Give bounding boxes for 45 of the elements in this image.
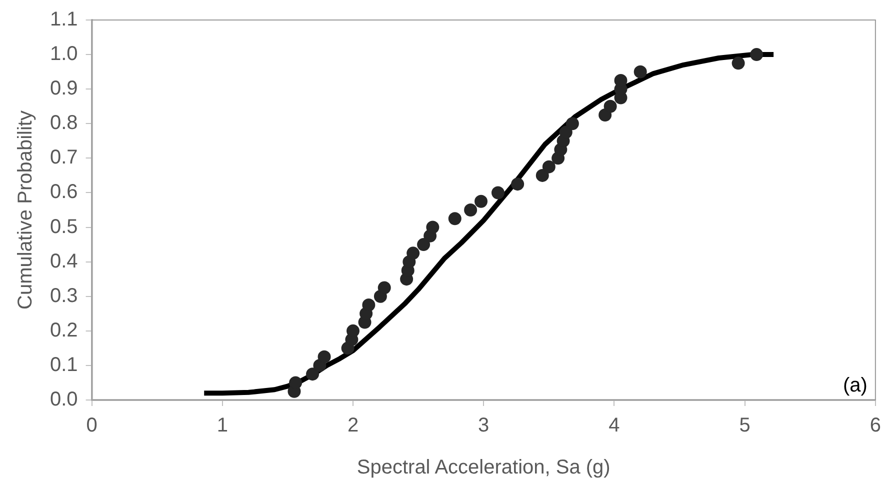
point xyxy=(511,178,524,191)
y-tick-label: 0.0 xyxy=(50,388,78,411)
point xyxy=(289,376,302,390)
point xyxy=(604,100,617,113)
y-tick-label: 0.9 xyxy=(50,78,78,100)
point xyxy=(426,220,440,234)
point xyxy=(346,324,360,338)
point xyxy=(614,74,628,87)
point xyxy=(362,298,376,312)
y-tick-label: 0.1 xyxy=(50,354,78,376)
y-tick-label: 0.8 xyxy=(50,112,78,134)
x-tick-label: 3 xyxy=(478,414,490,437)
x-tick-label: 2 xyxy=(347,414,359,437)
point xyxy=(732,56,745,70)
point xyxy=(406,246,420,260)
y-tick-label: 0.5 xyxy=(50,216,78,238)
y-tick-label: 0.3 xyxy=(50,284,78,307)
x-tick-label: 6 xyxy=(870,414,881,437)
point xyxy=(448,212,462,226)
y-tick-label: 0.2 xyxy=(50,319,78,342)
y-tick-label: 0.4 xyxy=(50,250,78,272)
y-axis-title: Cumulative Probability xyxy=(14,110,37,310)
point xyxy=(491,186,504,200)
point xyxy=(417,238,430,252)
point xyxy=(566,117,579,130)
point xyxy=(536,168,549,182)
x-tick-label: 0 xyxy=(86,414,98,437)
y-tick-label: 1.0 xyxy=(50,43,78,66)
y-tick-label: 0.7 xyxy=(50,146,78,169)
y-tick-label: 0.6 xyxy=(50,181,78,204)
annotation: (a) xyxy=(842,374,868,397)
point xyxy=(474,194,488,208)
x-tick-label: 5 xyxy=(739,414,750,437)
point xyxy=(464,204,478,216)
x-tick-label: 1 xyxy=(216,414,228,437)
point xyxy=(378,281,391,294)
point xyxy=(306,368,320,381)
point xyxy=(318,350,331,364)
x-axis-title: Spectral Acceleration, Sa (g) xyxy=(356,456,610,479)
point xyxy=(559,126,572,139)
point xyxy=(750,48,764,62)
point xyxy=(542,160,556,174)
point xyxy=(634,65,647,78)
x-tick-label: 4 xyxy=(608,414,620,437)
y-tick-label: 1.1 xyxy=(50,8,78,31)
